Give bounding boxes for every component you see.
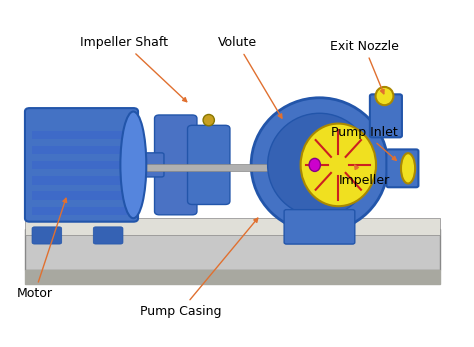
Polygon shape bbox=[25, 270, 439, 283]
FancyBboxPatch shape bbox=[133, 153, 164, 177]
FancyBboxPatch shape bbox=[32, 206, 128, 215]
FancyBboxPatch shape bbox=[32, 161, 128, 169]
FancyBboxPatch shape bbox=[136, 164, 324, 171]
Ellipse shape bbox=[203, 115, 214, 126]
FancyBboxPatch shape bbox=[25, 108, 138, 222]
Ellipse shape bbox=[301, 124, 376, 206]
Ellipse shape bbox=[120, 111, 146, 218]
Text: Motor: Motor bbox=[17, 198, 67, 301]
FancyBboxPatch shape bbox=[32, 176, 128, 185]
FancyBboxPatch shape bbox=[93, 227, 123, 244]
Text: Impeller Shaft: Impeller Shaft bbox=[80, 36, 187, 102]
FancyBboxPatch shape bbox=[25, 218, 439, 236]
Ellipse shape bbox=[375, 87, 393, 105]
FancyBboxPatch shape bbox=[32, 192, 128, 200]
FancyBboxPatch shape bbox=[386, 150, 419, 187]
FancyBboxPatch shape bbox=[25, 229, 439, 270]
FancyBboxPatch shape bbox=[32, 227, 62, 244]
FancyBboxPatch shape bbox=[155, 115, 197, 215]
Text: Volute: Volute bbox=[218, 36, 282, 118]
Text: Pump Casing: Pump Casing bbox=[140, 218, 258, 318]
FancyBboxPatch shape bbox=[284, 210, 355, 244]
Ellipse shape bbox=[309, 158, 320, 171]
FancyBboxPatch shape bbox=[32, 131, 128, 139]
Text: Pump Inlet: Pump Inlet bbox=[331, 126, 398, 160]
FancyBboxPatch shape bbox=[370, 94, 402, 137]
Text: Exit Nozzle: Exit Nozzle bbox=[330, 40, 399, 94]
FancyBboxPatch shape bbox=[188, 125, 230, 204]
Ellipse shape bbox=[268, 113, 371, 217]
FancyBboxPatch shape bbox=[32, 146, 128, 154]
Text: Impeller: Impeller bbox=[338, 165, 390, 187]
Ellipse shape bbox=[251, 98, 388, 232]
Ellipse shape bbox=[401, 153, 415, 184]
